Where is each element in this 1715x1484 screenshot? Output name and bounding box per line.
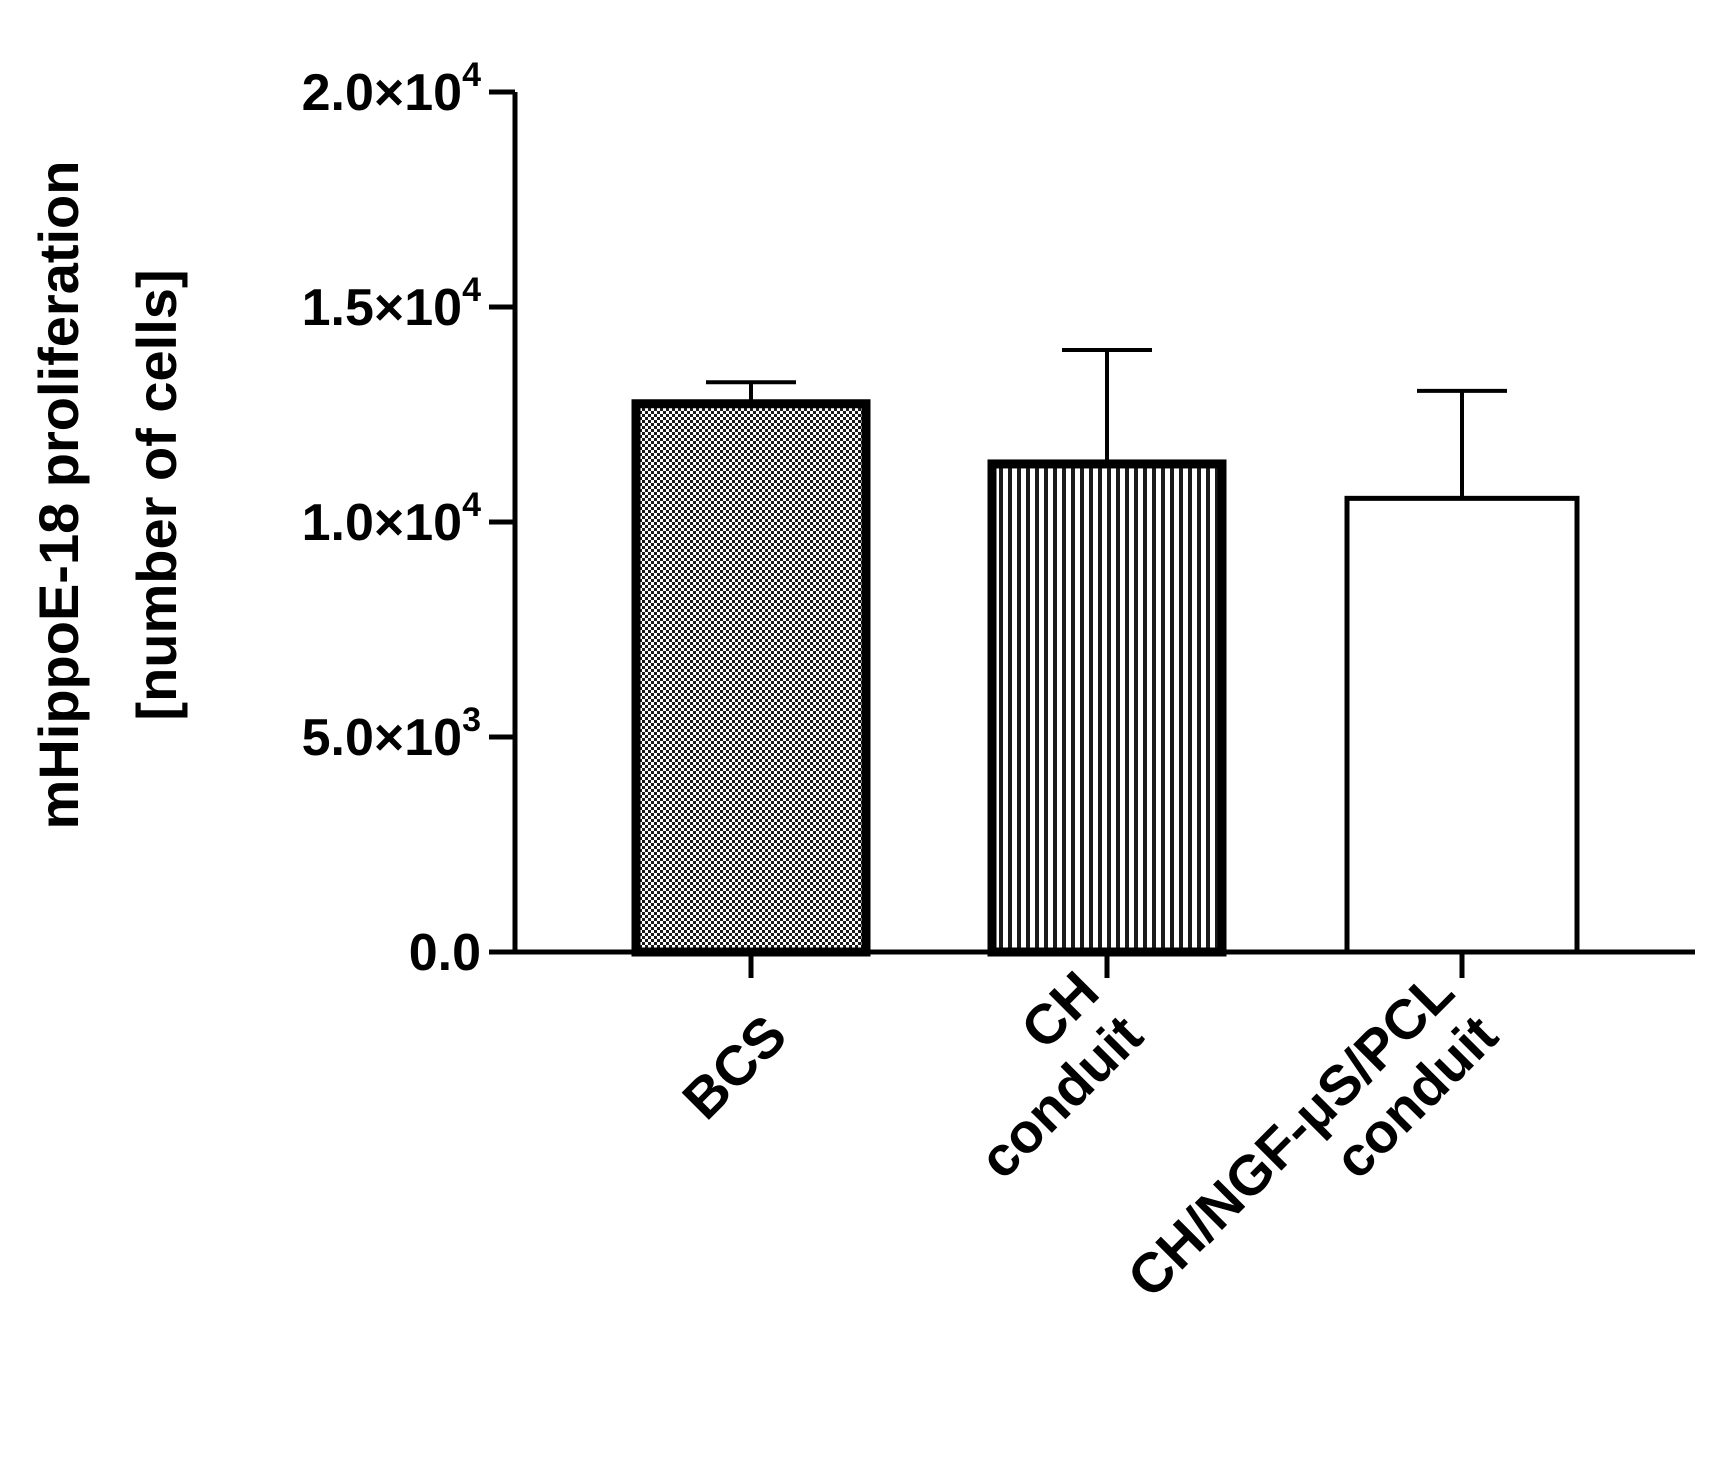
bars (631, 399, 1580, 957)
y-axis-title: mHippoE-18 proliferation [number of cells… (27, 161, 188, 830)
y-axis: 0.0 5.0×103 1.0×104 1.5×104 2.0×104 (302, 56, 518, 982)
y-tick-label: 5.0×103 (302, 701, 481, 767)
y-tick-label: 1.0×104 (302, 486, 482, 552)
bar (631, 399, 871, 957)
y-axis-title-line: mHippoE-18 proliferation (27, 161, 90, 830)
bar (987, 459, 1227, 957)
bar (1344, 495, 1580, 955)
y-tick-label: 1.5×104 (302, 271, 482, 337)
y-tick-label: 0.0 (409, 924, 481, 982)
x-tick-label: BCS (670, 1003, 798, 1131)
y-tick-label: 2.0×104 (302, 56, 482, 122)
y-axis-title-line: [number of cells] (125, 269, 188, 720)
